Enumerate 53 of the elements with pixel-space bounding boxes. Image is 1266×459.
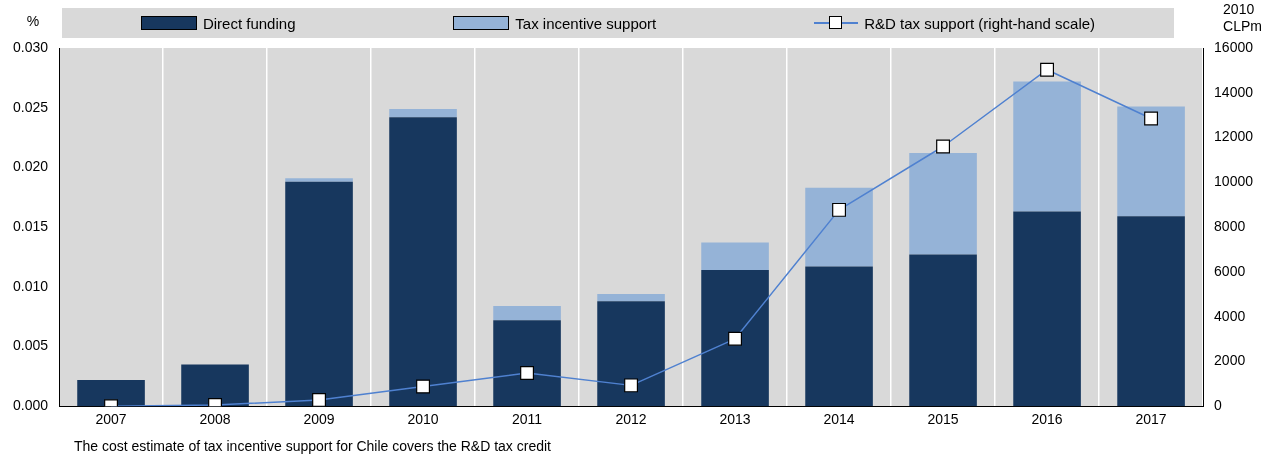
bar bbox=[701, 242, 769, 271]
bar bbox=[1013, 211, 1081, 407]
x-tick-label: 2009 bbox=[303, 411, 335, 428]
x-tick-label: 2014 bbox=[823, 411, 855, 428]
x-tick-label: 2012 bbox=[615, 411, 647, 428]
legend-label: Direct funding bbox=[202, 14, 296, 32]
x-tick-label: 2015 bbox=[927, 411, 959, 428]
bar bbox=[1013, 81, 1081, 212]
y2-tick-label: 8000 bbox=[1214, 217, 1246, 234]
y-tick-label: 0.000 bbox=[12, 397, 49, 414]
bar bbox=[285, 181, 353, 407]
y-tick-label: 0.015 bbox=[12, 217, 49, 234]
bar bbox=[181, 364, 249, 407]
bar bbox=[805, 187, 873, 267]
y2-axis-title: 2010 CLPm bbox=[1223, 1, 1262, 34]
y-axis-title: % bbox=[26, 13, 40, 29]
bar bbox=[597, 293, 665, 302]
legend-label: Tax incentive support bbox=[515, 14, 657, 32]
bar bbox=[285, 178, 353, 182]
bar bbox=[909, 254, 977, 407]
bar bbox=[1117, 216, 1185, 407]
x-tick-label: 2007 bbox=[95, 411, 127, 428]
bar bbox=[493, 305, 561, 321]
bar bbox=[1117, 106, 1185, 217]
bar bbox=[389, 108, 457, 118]
y2-tick-label: 10000 bbox=[1214, 173, 1254, 190]
bar bbox=[805, 266, 873, 407]
y-tick-label: 0.020 bbox=[12, 158, 49, 175]
x-tick-label: 2017 bbox=[1135, 411, 1167, 428]
x-tick-label: 2008 bbox=[199, 411, 231, 428]
y2-tick-label: 16000 bbox=[1214, 38, 1254, 55]
y2-tick-label: 4000 bbox=[1214, 307, 1246, 324]
y-tick-label: 0.025 bbox=[12, 98, 49, 115]
x-tick-label: 2016 bbox=[1031, 411, 1063, 428]
y2-tick-label: 12000 bbox=[1214, 128, 1254, 145]
bar bbox=[909, 153, 977, 255]
bar bbox=[597, 301, 665, 407]
x-tick-label: 2011 bbox=[511, 411, 543, 428]
x-tick-label: 2013 bbox=[719, 411, 751, 428]
y-tick-label: 0.030 bbox=[12, 38, 49, 55]
bar bbox=[77, 379, 145, 407]
y2-tick-label: 2000 bbox=[1214, 352, 1246, 369]
text: The cost estimate of tax incentive support for Chile covers the R&D tax credit bbox=[74, 438, 552, 454]
bar bbox=[389, 117, 457, 407]
y2-tick-label: 6000 bbox=[1214, 262, 1246, 279]
y2-tick-label: 14000 bbox=[1214, 83, 1254, 100]
x-tick-label: 2010 bbox=[407, 411, 439, 428]
bar bbox=[493, 320, 561, 407]
legend-label: R&D tax support (right-hand scale) bbox=[864, 14, 1096, 32]
y-tick-label: 0.005 bbox=[12, 337, 49, 354]
bar bbox=[701, 270, 769, 407]
y-tick-label: 0.010 bbox=[12, 277, 49, 294]
y2-tick-label: 0 bbox=[1214, 397, 1223, 414]
